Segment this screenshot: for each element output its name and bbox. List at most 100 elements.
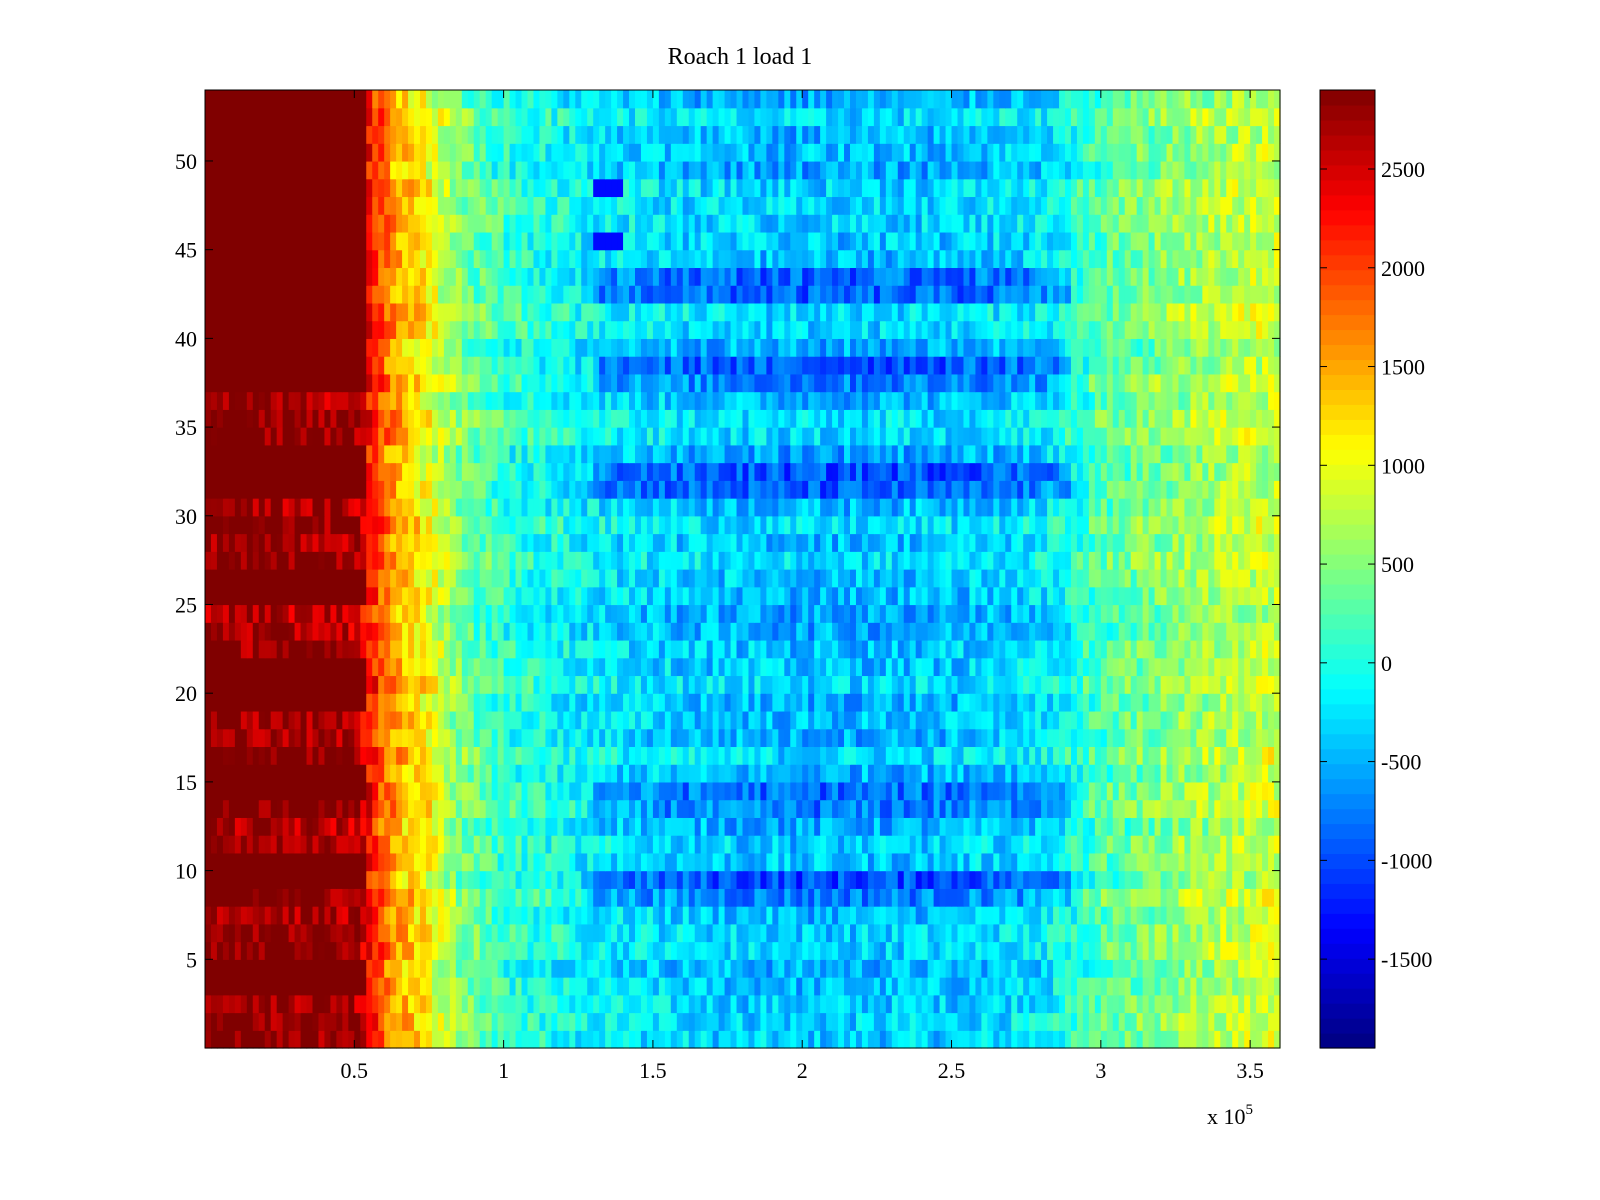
heatmap-cell	[844, 1012, 851, 1031]
heatmap-cell	[1220, 817, 1227, 836]
heatmap-cell	[1268, 569, 1275, 588]
heatmap-cell	[557, 799, 564, 818]
heatmap-cell	[969, 906, 977, 925]
heatmap-cell	[294, 764, 302, 783]
heatmap-cell	[1023, 675, 1030, 694]
heatmap-cell	[1088, 941, 1096, 960]
heatmap-cell	[706, 994, 714, 1014]
heatmap-cell	[682, 781, 690, 801]
heatmap-cell	[951, 1012, 959, 1031]
heatmap-cell	[593, 781, 600, 801]
heatmap-cell	[312, 817, 320, 836]
heatmap-cell	[1106, 746, 1114, 765]
heatmap-cell	[873, 888, 881, 907]
heatmap-cell	[1172, 1030, 1180, 1049]
heatmap-cell	[778, 622, 785, 641]
heatmap-cell	[360, 693, 367, 712]
heatmap-cell	[563, 923, 570, 943]
heatmap-cell	[927, 799, 935, 818]
heatmap-cell	[533, 586, 541, 606]
heatmap-cell	[372, 1030, 379, 1049]
heatmap-cell	[712, 817, 720, 836]
heatmap-cell	[306, 888, 314, 907]
heatmap-cell	[891, 622, 899, 641]
heatmap-cell	[629, 941, 636, 960]
heatmap-cell	[903, 764, 911, 783]
heatmap-cell	[515, 657, 523, 677]
heatmap-cell	[402, 746, 409, 765]
heatmap-cell	[927, 569, 935, 588]
heatmap-cell	[652, 728, 660, 748]
heatmap-cell	[282, 675, 290, 694]
heatmap-cell	[336, 923, 343, 943]
heatmap-cell	[969, 959, 977, 978]
heatmap-cell	[431, 675, 439, 694]
heatmap-cell	[832, 977, 839, 996]
heatmap-cell	[1088, 817, 1096, 836]
heatmap-cell	[258, 1012, 266, 1031]
heatmap-cell	[1070, 923, 1078, 943]
heatmap-cell	[903, 1012, 911, 1031]
heatmap-cell	[384, 835, 391, 854]
heatmap-cell	[927, 977, 935, 996]
heatmap-cell	[909, 551, 917, 570]
heatmap-cell	[915, 977, 923, 996]
heatmap-cell	[927, 622, 935, 641]
heatmap-cell	[515, 941, 523, 960]
heatmap-cell	[1035, 906, 1042, 925]
heatmap-cell	[760, 675, 767, 694]
heatmap-cell	[1023, 622, 1030, 641]
heatmap-cell	[569, 906, 576, 925]
heatmap-cell	[312, 728, 320, 748]
heatmap-cell	[1082, 870, 1090, 889]
heatmap-cell	[521, 799, 529, 818]
heatmap-cell	[1190, 728, 1197, 748]
heatmap-cell	[844, 870, 851, 889]
heatmap-cell	[969, 994, 977, 1014]
heatmap-cell	[754, 817, 762, 836]
heatmap-cell	[491, 888, 499, 907]
heatmap-cell	[1053, 675, 1060, 694]
heatmap-cell	[205, 799, 212, 818]
heatmap-cell	[390, 941, 397, 960]
heatmap-cell	[1154, 657, 1162, 677]
heatmap-cell	[294, 551, 302, 570]
heatmap-cell	[796, 1030, 803, 1049]
heatmap-cell	[581, 870, 588, 889]
heatmap-cell	[318, 852, 326, 872]
heatmap-cell	[294, 941, 302, 960]
heatmap-cell	[1274, 693, 1281, 712]
heatmap-cell	[240, 941, 248, 960]
heatmap-cell	[270, 959, 278, 978]
heatmap-cell	[861, 870, 869, 889]
heatmap-cell	[1124, 994, 1132, 1014]
heatmap-cell	[981, 586, 988, 606]
heatmap-cell	[861, 728, 869, 748]
heatmap-cell	[1232, 977, 1239, 996]
heatmap-cell	[838, 959, 845, 978]
heatmap-cell	[288, 959, 296, 978]
heatmap-cell	[1041, 622, 1048, 641]
heatmap-cell	[1238, 870, 1245, 889]
heatmap-cell	[1005, 888, 1012, 907]
heatmap-cell	[1172, 994, 1180, 1014]
heatmap-cell	[1076, 994, 1084, 1014]
heatmap-cell	[724, 639, 732, 659]
heatmap-cell	[808, 817, 815, 836]
heatmap-cell	[1256, 693, 1263, 712]
heatmap-cell	[945, 906, 953, 925]
heatmap-cell	[1274, 586, 1281, 606]
heatmap-cell	[730, 728, 738, 748]
heatmap-cell	[581, 835, 588, 854]
heatmap-cell	[957, 923, 965, 943]
heatmap-cell	[1035, 728, 1042, 748]
heatmap-cell	[569, 622, 576, 641]
heatmap-cell	[246, 994, 254, 1014]
heatmap-cell	[234, 941, 242, 960]
heatmap-cell	[563, 852, 570, 872]
heatmap-cell	[838, 852, 845, 872]
heatmap-cell	[1088, 622, 1096, 641]
heatmap-cell	[1166, 923, 1174, 943]
heatmap-cell	[599, 959, 606, 978]
heatmap-cell	[348, 977, 355, 996]
